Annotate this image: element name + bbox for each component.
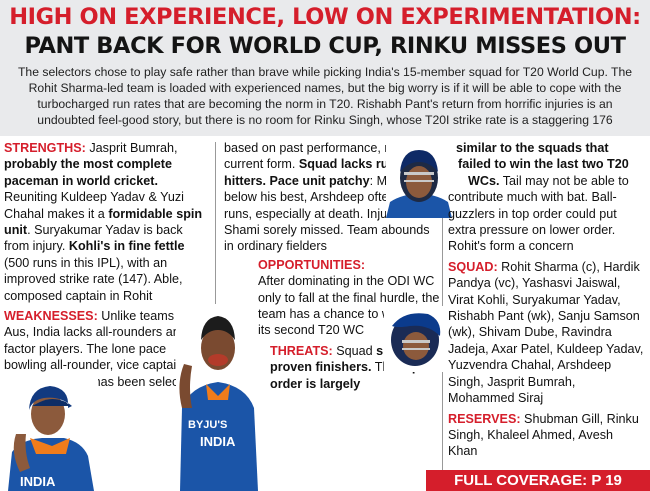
squad-label: SQUAD:: [448, 259, 498, 274]
full-coverage-page: P 19: [591, 472, 622, 489]
full-coverage-label: FULL COVERAGE:: [454, 472, 588, 489]
strengths-bold-3: Kohli's in fine fettle: [68, 239, 185, 254]
headline-line-2: PANT BACK FOR WORLD CUP, RINKU MISSES OU…: [24, 33, 626, 59]
weaknesses-text-2: based on past performance, not current f…: [224, 141, 402, 172]
rohit-sharma-photo: [384, 306, 446, 372]
strengths-text-3: . Suryakumar Yadav is back from injury.: [4, 223, 183, 254]
bumrah-sponsor-text: BYJU'S: [188, 419, 227, 431]
strengths-bold-2: formidable spin unit: [4, 206, 203, 238]
virat-kohli-photo: [386, 138, 452, 218]
threats-bold-5: WCs.: [468, 173, 500, 188]
weaknesses-bold-2: Pace unit patchy: [266, 173, 370, 188]
strengths-text-1: Jasprit Bumrah,: [85, 141, 178, 155]
header-band: HIGH ON EXPERIENCE, LOW ON EXPERIMENTATI…: [0, 0, 650, 136]
hardik-jersey-text: INDIA: [20, 474, 56, 489]
threats-bold-3: similar to the squads that: [456, 141, 609, 155]
strengths-bold-1: probably the most complete paceman in wo…: [4, 157, 172, 188]
reserves-text: Shubman Gill, Rinku Singh, Khaleel Ahmed…: [448, 411, 639, 459]
strengths-section: STRENGTHS: Jasprit Bumrah, probably the …: [4, 140, 210, 304]
headline-line-1: HIGH ON EXPERIENCE, LOW ON EXPERIMENTATI…: [9, 4, 641, 30]
reserves-label: RESERVES:: [448, 411, 521, 426]
squad-text: Rohit Sharma (c), Hardik Pandya (vc), Ya…: [448, 259, 644, 406]
threats-text-3: Tail may not be able to contribute much …: [448, 173, 629, 254]
column-3: similar to the squads that failed to win …: [448, 140, 644, 460]
full-coverage-banner: FULL COVERAGE: P 19: [426, 470, 650, 491]
strengths-text-4: (500 runs in this IPL), with an improved…: [4, 255, 183, 303]
strengths-text-2: Reuniting Kuldeep Yadav & Yuzi Chahal ma…: [4, 190, 184, 221]
jasprit-bumrah-photo: BYJU'S INDIA: [176, 304, 260, 491]
intro-paragraph: The selectors chose to play safe rather …: [17, 65, 633, 127]
hardik-pandya-photo: INDIA: [0, 372, 98, 491]
threats-label: THREATS:: [270, 343, 333, 358]
weaknesses-label: WEAKNESSES:: [4, 309, 98, 324]
strengths-label: STRENGTHS:: [4, 141, 86, 155]
threats-continued: similar to the squads that failed to win …: [448, 140, 644, 255]
bumrah-jersey-text: INDIA: [200, 434, 236, 449]
column-1: STRENGTHS: Jasprit Bumrah, probably the …: [4, 140, 210, 407]
opportunities-label: OPPORTUNITIES:: [258, 257, 366, 272]
squad-section: SQUAD: Rohit Sharma (c), Hardik Pandya (…: [448, 259, 644, 407]
threats-bold-4: failed to win the last two T20: [458, 157, 629, 172]
threats-text-1: Squad: [332, 343, 377, 358]
reserves-section: RESERVES: Shubman Gill, Rinku Singh, Kha…: [448, 411, 644, 460]
